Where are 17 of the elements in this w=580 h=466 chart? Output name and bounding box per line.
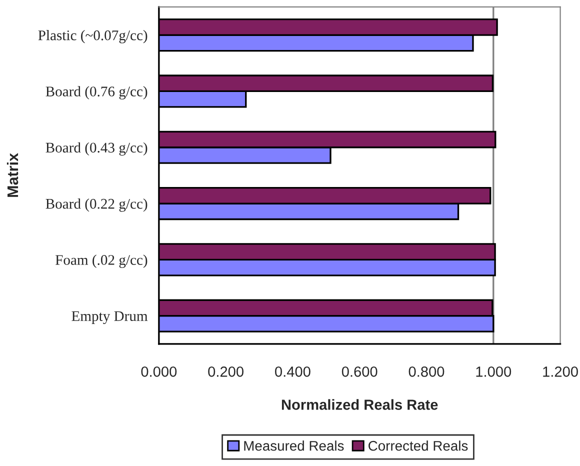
x-tick-label: 0.000 <box>141 366 177 377</box>
x-axis-title: Normalized Reals Rate <box>282 399 438 410</box>
x-tick-label: 1.000 <box>476 366 512 377</box>
y-axis-title: Matrix <box>6 153 18 197</box>
legend-label: Measured Reals <box>244 440 344 451</box>
y-tick-label: Empty Drum <box>72 311 148 324</box>
x-tick-label: 0.400 <box>275 366 310 377</box>
x-tick-label: 0.200 <box>208 366 244 377</box>
y-tick-label: Board (0.43 g/cc) <box>46 142 148 156</box>
y-tick-label: Board (0.22 g/cc) <box>46 198 148 212</box>
y-tick-label: Board (0.76 g/cc) <box>46 86 148 100</box>
legend-label: Corrected Reals <box>368 440 468 451</box>
y-tick-label: Foam (.02 g/cc) <box>55 254 148 268</box>
x-tick-label: 0.600 <box>342 366 378 377</box>
x-tick-label: 1.200 <box>543 366 578 377</box>
y-tick-label: Plastic (~0.07g/cc) <box>38 30 148 44</box>
x-tick-label: 0.800 <box>408 366 444 377</box>
